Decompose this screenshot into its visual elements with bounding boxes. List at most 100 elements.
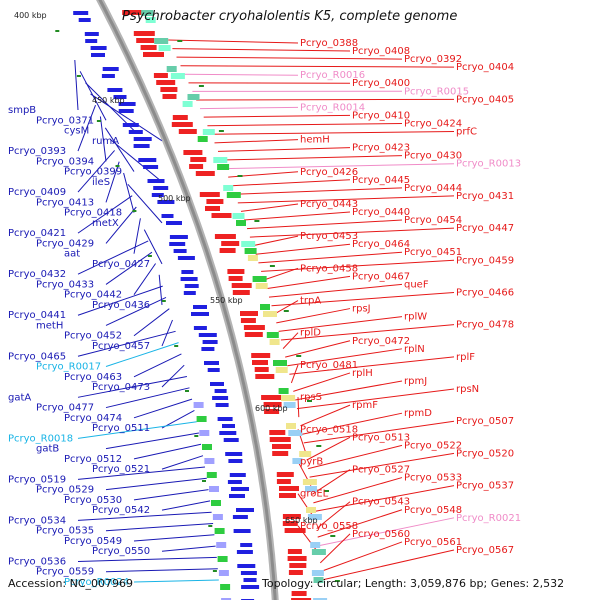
- gene-label-pcryo-0550: Pcryo_0550: [92, 546, 150, 557]
- leader-line: [105, 432, 199, 450]
- gene-label-pcryo-0447: Pcryo_0447: [456, 223, 514, 234]
- leader-line: [210, 131, 455, 135]
- plus-strand-feature: [210, 382, 224, 386]
- gene-label-trpa: trpA: [300, 296, 321, 307]
- plus-strand-feature: [102, 67, 119, 71]
- cog-feature: [141, 10, 154, 16]
- leader-line: [231, 179, 351, 187]
- gene-label-meth: metH: [36, 320, 63, 331]
- marker-dot: [202, 480, 206, 482]
- leader-line: [90, 93, 163, 142]
- minus-strand-feature: [189, 164, 204, 169]
- leader-line: [133, 443, 202, 460]
- leader-line: [105, 251, 153, 285]
- gene-label-pcryo-0388: Pcryo_0388: [300, 38, 358, 49]
- plus-strand-feature: [147, 179, 165, 183]
- minus-strand-feature: [240, 318, 256, 323]
- minus-strand-feature: [263, 402, 282, 407]
- gene-label-smpb: smpB: [8, 105, 36, 116]
- leader-line: [133, 353, 182, 378]
- gene-label-pcryo-0465: Pcryo_0465: [8, 351, 66, 362]
- leader-line: [317, 509, 403, 538]
- plus-strand-feature: [231, 487, 249, 491]
- plus-strand-feature: [128, 130, 143, 134]
- gene-label-rpmf: rpmF: [352, 400, 378, 411]
- gene-label-pcryo-0431: Pcryo_0431: [456, 191, 514, 202]
- gene-label-pyrb: pyrB: [300, 456, 323, 467]
- plus-strand-feature: [122, 123, 139, 127]
- cog-feature: [217, 556, 228, 562]
- gene-labels: smpBPcryo_0371cysMrumAPcryo_0393Pcryo_03…: [8, 38, 521, 588]
- cog-feature: [197, 136, 208, 142]
- marker-dot: [269, 265, 275, 267]
- gene-label-pcryo-0474: Pcryo_0474: [64, 413, 122, 424]
- plus-strand-feature: [118, 102, 136, 106]
- minus-strand-feature: [288, 570, 303, 575]
- minus-strand-feature: [219, 248, 236, 253]
- gene-label-pcryo-0394: Pcryo_0394: [36, 156, 94, 167]
- minus-strand-feature: [190, 157, 207, 162]
- leader-line: [295, 380, 403, 401]
- cog-feature: [255, 283, 268, 289]
- minus-strand-feature: [279, 486, 299, 491]
- plus-strand-feature: [107, 88, 123, 92]
- leader-line: [196, 98, 455, 101]
- minus-strand-feature: [231, 283, 252, 288]
- minus-strand-feature: [282, 521, 298, 526]
- plus-strand-feature: [227, 480, 242, 484]
- tick-label: 450 kbp: [92, 96, 125, 105]
- gene-label-pcryo-0522: Pcryo_0522: [404, 440, 462, 451]
- gene-label-pcryo-0440: Pcryo_0440: [352, 207, 410, 218]
- plus-strand-feature: [229, 473, 246, 477]
- minus-strand-feature: [276, 479, 291, 484]
- gene-label-pcryo-0458: Pcryo_0458: [300, 263, 358, 274]
- cog-feature: [299, 451, 312, 457]
- minus-strand-feature: [232, 290, 250, 295]
- marker-dot: [96, 120, 101, 122]
- plus-strand-feature: [223, 438, 239, 442]
- gene-label-pcryo-0559: Pcryo_0559: [36, 567, 94, 578]
- plus-strand-feature: [207, 368, 220, 372]
- gene-label-pcryo-0543: Pcryo_0543: [352, 497, 410, 508]
- plus-strand-feature: [240, 543, 253, 547]
- cog-feature: [206, 472, 217, 478]
- cog-feature: [158, 45, 171, 51]
- plus-strand-feature: [222, 424, 235, 428]
- leader-line: [133, 263, 157, 295]
- leader-line: [77, 376, 187, 398]
- plus-strand-feature: [157, 200, 175, 204]
- minus-strand-feature: [287, 549, 302, 554]
- plus-strand-feature: [217, 417, 233, 421]
- minus-strand-feature: [153, 73, 168, 78]
- gene-label-pcryo-r0018: Pcryo_R0018: [8, 433, 73, 444]
- gene-label-pcryo-0399: Pcryo_0399: [64, 167, 122, 178]
- plus-strand-feature: [161, 214, 174, 218]
- minus-strand-feature: [272, 451, 289, 456]
- marker-dot: [212, 570, 217, 572]
- cog-feature: [313, 598, 328, 600]
- leader-line: [77, 556, 217, 562]
- plus-strand-feature: [201, 347, 215, 351]
- gene-label-rpsj: rpsJ: [352, 304, 371, 315]
- cog-feature: [311, 549, 326, 555]
- gene-label-pcryo-0463: Pcryo_0463: [64, 372, 122, 383]
- plus-strand-feature: [193, 305, 207, 309]
- cog-feature: [310, 542, 321, 548]
- leader-line: [293, 372, 351, 392]
- leader-line: [161, 364, 185, 388]
- leader-line: [161, 455, 204, 470]
- cog-feature: [311, 570, 324, 576]
- minus-strand-feature: [206, 199, 224, 204]
- gene-label-pcryo-0527: Pcryo_0527: [352, 465, 410, 476]
- backbone-line: [98, 0, 277, 600]
- leader-line: [234, 187, 403, 195]
- plus-strand-feature: [180, 277, 198, 281]
- cog-feature: [226, 192, 241, 198]
- gene-label-pcryo-0548: Pcryo_0548: [404, 505, 462, 516]
- leader-line: [303, 420, 455, 444]
- marker-dot: [194, 435, 199, 437]
- cog-feature: [305, 486, 317, 492]
- leader-line: [246, 219, 403, 230]
- gene-label-prfc: prfC: [456, 127, 477, 138]
- leader-line: [214, 139, 299, 144]
